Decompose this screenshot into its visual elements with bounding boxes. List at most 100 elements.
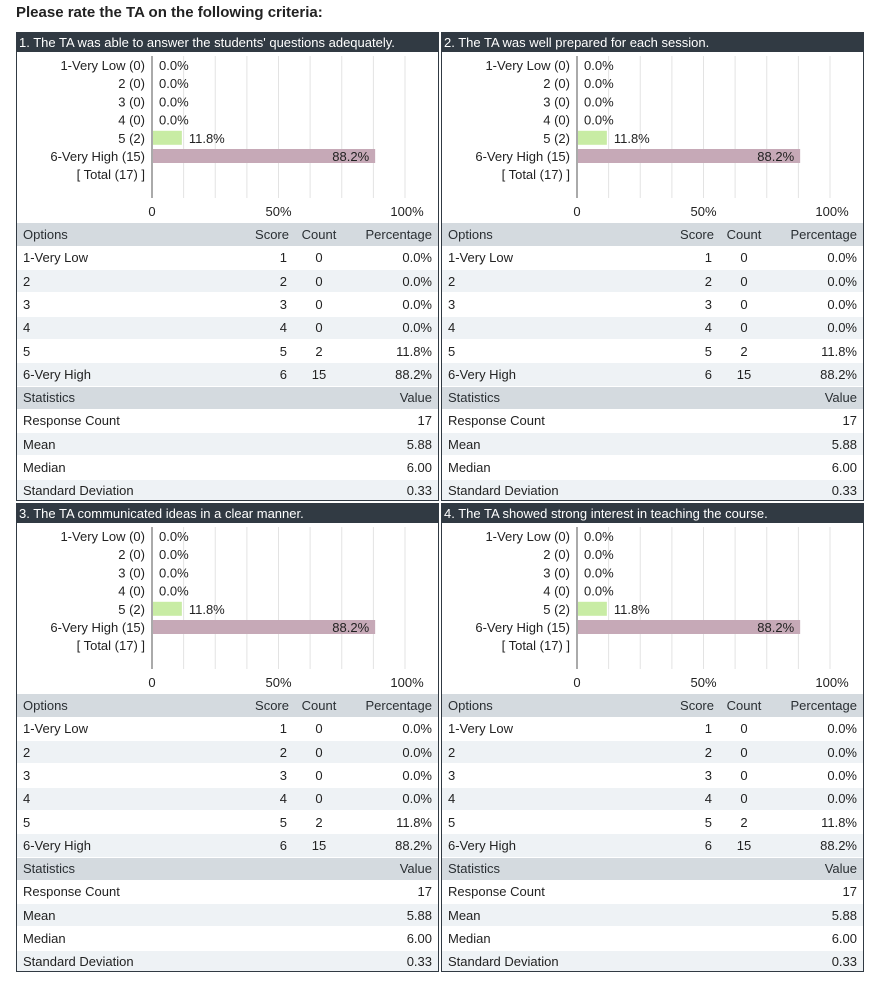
value-label: 11.8% <box>614 602 650 617</box>
percentage-value: 88.2% <box>768 833 863 858</box>
count-value: 2 <box>720 339 768 364</box>
value-label: 11.8% <box>189 602 225 617</box>
percentage-value: 11.8% <box>343 810 438 835</box>
count-value: 0 <box>295 787 343 811</box>
stat-label: Standard Deviation <box>442 479 768 500</box>
score-value: 4 <box>241 316 295 340</box>
percentage-value: 0.0% <box>768 763 863 788</box>
category-label: 4 (0) <box>543 584 570 599</box>
percentage-value: 0.0% <box>343 763 438 788</box>
stat-value: 17 <box>343 880 438 905</box>
value-label: 11.8% <box>189 131 225 146</box>
percentage-value: 11.8% <box>343 339 438 364</box>
stat-label: Response Count <box>442 409 768 434</box>
value-label: 0.0% <box>159 529 189 544</box>
question-title: 4. The TA showed strong interest in teac… <box>442 504 863 523</box>
value-label: 88.2% <box>757 149 794 164</box>
stat-value: 6.00 <box>343 455 438 480</box>
x-tick-label: 50% <box>690 675 716 690</box>
stat-row: Median 6.00 <box>17 455 438 480</box>
table-row: 4 4 0 0.0% <box>17 316 438 340</box>
table-row: 1-Very Low 1 0 0.0% <box>442 246 863 271</box>
percentage-value: 0.0% <box>343 717 438 742</box>
score-value: 4 <box>241 787 295 811</box>
count-value: 0 <box>720 316 768 340</box>
table-row: 4 4 0 0.0% <box>17 787 438 811</box>
option-label: 1-Very Low <box>17 246 241 271</box>
option-label: 1-Very Low <box>442 717 666 742</box>
stat-row: Median 6.00 <box>17 926 438 951</box>
header-count: Count <box>720 694 768 718</box>
count-value: 0 <box>295 763 343 788</box>
stat-label: Mean <box>17 903 343 928</box>
percentage-value: 0.0% <box>768 787 863 811</box>
header-percentage: Percentage <box>768 223 863 247</box>
bar-chart-svg: 1-Very Low (0) 0.0% 2 (0) 0.0% 3 (0) 0.0% 4 (0… <box>50 56 424 219</box>
count-value: 15 <box>720 833 768 858</box>
percentage-value: 0.0% <box>768 740 863 765</box>
category-label: 5 (2) <box>543 602 570 617</box>
table-row: 2 2 0 0.0% <box>17 269 438 294</box>
percentage-value: 0.0% <box>343 246 438 271</box>
percentage-value: 0.0% <box>768 246 863 271</box>
bar-chart: 1-Very Low (0) 0.0% 2 (0) 0.0% 3 (0) 0.0% 4 (0… <box>442 523 863 694</box>
score-value: 5 <box>666 810 720 835</box>
count-value: 0 <box>720 763 768 788</box>
option-label: 2 <box>17 269 241 294</box>
table-row: 4 4 0 0.0% <box>442 316 863 340</box>
count-value: 2 <box>295 810 343 835</box>
category-label: 3 (0) <box>543 94 570 109</box>
stat-label: Response Count <box>17 409 343 434</box>
header-statistics: Statistics <box>17 857 343 881</box>
count-value: 0 <box>720 717 768 742</box>
score-value: 6 <box>666 362 720 387</box>
header-count: Count <box>295 223 343 247</box>
score-value: 2 <box>241 269 295 294</box>
table-row: 3 3 0 0.0% <box>442 763 863 788</box>
category-label: 6-Very High (15) <box>50 149 145 164</box>
stat-value: 5.88 <box>768 903 863 928</box>
value-label: 11.8% <box>614 131 650 146</box>
count-value: 0 <box>720 787 768 811</box>
option-label: 6-Very High <box>442 362 666 387</box>
stat-row: Standard Deviation 0.33 <box>442 950 863 971</box>
bar <box>578 149 801 163</box>
stat-value: 0.33 <box>768 479 863 500</box>
table-row: 3 3 0 0.0% <box>17 292 438 317</box>
x-tick-label: 100% <box>390 675 424 690</box>
stat-value: 0.33 <box>343 479 438 500</box>
stat-value: 6.00 <box>768 455 863 480</box>
count-value: 0 <box>720 740 768 765</box>
stat-value: 6.00 <box>768 926 863 951</box>
table-header-row: Options Score Count Percentage <box>17 694 438 718</box>
value-label: 0.0% <box>159 584 189 599</box>
stat-label: Standard Deviation <box>17 479 343 500</box>
bar-chart-svg: 1-Very Low (0) 0.0% 2 (0) 0.0% 3 (0) 0.0% 4 (0… <box>475 56 849 219</box>
statistics-header-row: Statistics Value <box>17 386 438 410</box>
table-row: 6-Very High 6 15 88.2% <box>17 833 438 858</box>
header-value: Value <box>343 386 438 410</box>
percentage-value: 88.2% <box>343 362 438 387</box>
count-value: 0 <box>295 740 343 765</box>
header-statistics: Statistics <box>17 386 343 410</box>
stat-label: Median <box>442 455 768 480</box>
x-tick-label: 100% <box>815 204 849 219</box>
stat-row: Response Count 17 <box>17 880 438 905</box>
bar-chart-svg: 1-Very Low (0) 0.0% 2 (0) 0.0% 3 (0) 0.0% 4 (0… <box>475 527 849 690</box>
count-value: 0 <box>720 269 768 294</box>
header-options: Options <box>442 694 666 718</box>
option-label: 4 <box>442 787 666 811</box>
question-title: 2. The TA was well prepared for each ses… <box>442 33 863 52</box>
header-percentage: Percentage <box>343 694 438 718</box>
score-value: 2 <box>241 740 295 765</box>
options-table: Options Score Count Percentage 1-Very Low 1 0 0… <box>17 694 438 971</box>
x-tick-label: 100% <box>815 675 849 690</box>
bar <box>153 149 376 163</box>
category-label: 6-Very High (15) <box>475 149 570 164</box>
header-percentage: Percentage <box>343 223 438 247</box>
question-panel-1: 1. The TA was able to answer the student… <box>16 32 439 501</box>
option-label: 6-Very High <box>442 833 666 858</box>
count-value: 0 <box>295 316 343 340</box>
stat-row: Mean 5.88 <box>442 903 863 928</box>
score-value: 1 <box>241 246 295 271</box>
